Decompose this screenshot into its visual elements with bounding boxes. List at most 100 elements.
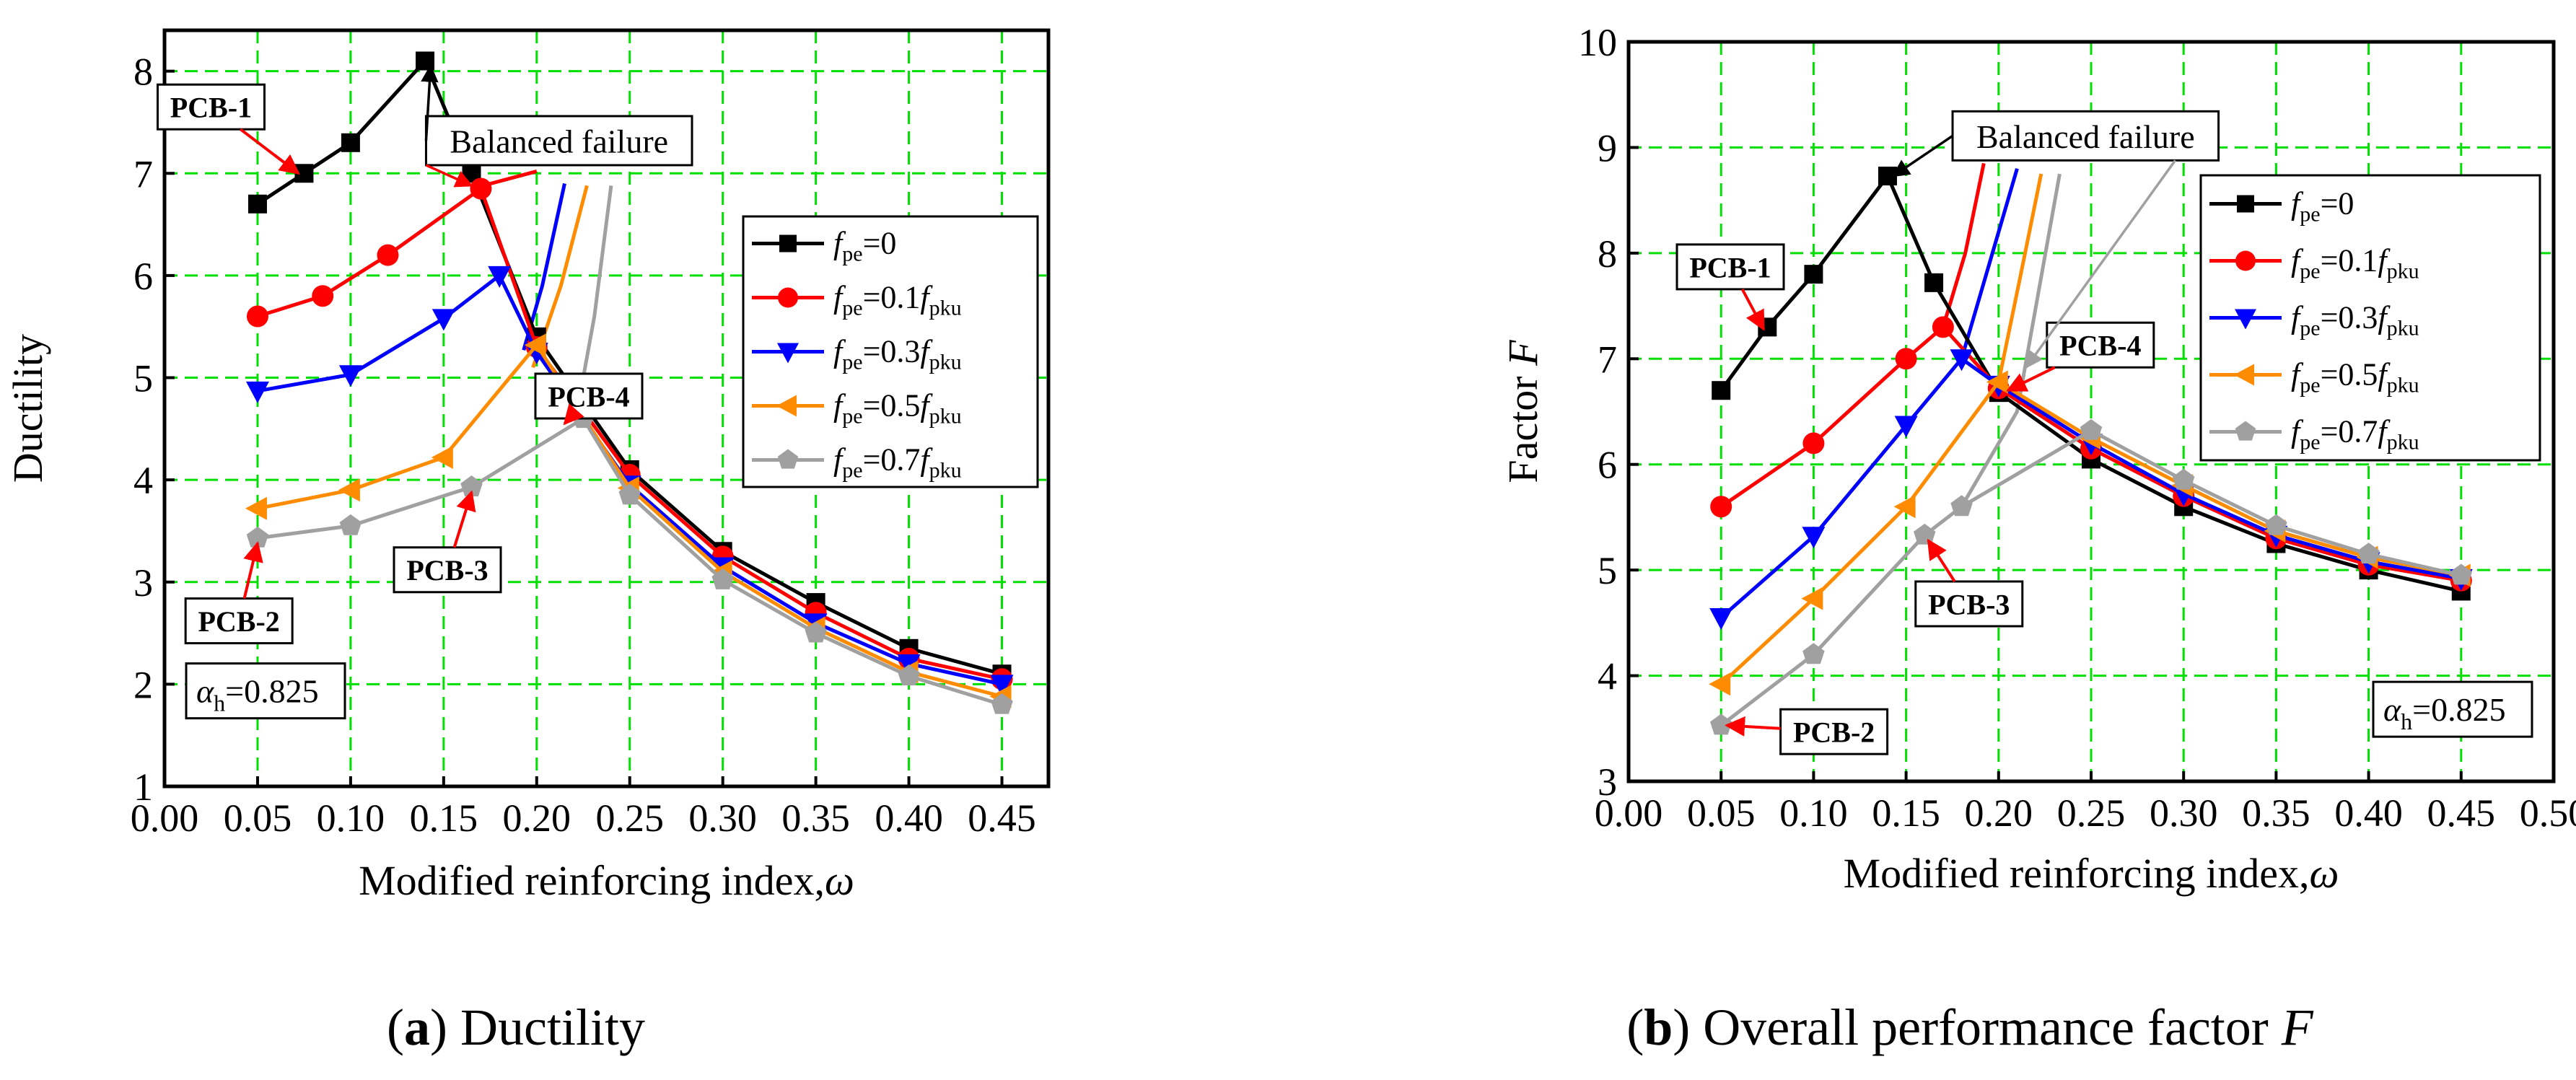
- chart-a-alpha-value: =0.825: [225, 673, 318, 710]
- chart-b-ylabel-text: Factor: [1499, 376, 1546, 483]
- chart-b-pcb-4-label: PCB-4: [2046, 321, 2155, 369]
- chart-b-data-point: [2172, 468, 2195, 490]
- chart-b-data-point: [1709, 672, 1731, 696]
- chart-b-ylabel-symbol: F: [1499, 340, 1546, 366]
- chart-a-xlabel-symbol: ω: [825, 857, 854, 904]
- chart-b-pcb-1-label-arrow: [1740, 288, 1765, 331]
- chart-b-ytick-label: 4: [1598, 655, 1617, 698]
- chart-b-xtick-label: 0.15: [1872, 791, 1940, 835]
- chart-b-legend-item: fpe=0.3fpku: [2209, 300, 2419, 341]
- chart-b-pcb-3-label-text: PCB-3: [1928, 588, 2010, 620]
- chart-b-xtick-label: 0.20: [1965, 791, 2033, 835]
- chart-b-pcb-2-label-box: [1779, 708, 1889, 755]
- chart-a-data-point: [338, 365, 362, 387]
- chart-b-balanced-curve: [1941, 162, 1986, 328]
- chart-b-data-point: [1709, 608, 1733, 631]
- chart-a-data-point: [341, 133, 360, 152]
- chart-a-pcb-3-label-arrow: [452, 490, 476, 548]
- chart-a-legend-sub2: pku: [929, 459, 962, 483]
- chart-b-legend-marker: [2234, 364, 2254, 386]
- chart-b-data-point: [1802, 527, 1826, 549]
- chart-b-ylabel-space: [1499, 366, 1546, 377]
- chart-b-legend-mid: =0.7: [2321, 414, 2378, 449]
- chart-b-legend-marker: [2235, 421, 2256, 441]
- chart-b-pcb-1-label-box: [1675, 243, 1785, 291]
- chart-a-data-point: [991, 693, 1013, 714]
- chart-b-ytick-label: 9: [1598, 126, 1617, 170]
- chart-b-legend-label: fpe=0.7fpku: [2291, 414, 2419, 455]
- chart-a-alpha-note-box: [185, 662, 346, 720]
- chart-b-legend-label: fpe=0.1fpku: [2291, 243, 2419, 284]
- chart-b-balanced-curve: [1997, 173, 2043, 383]
- chart-b-xlabel-text: Modified reinforcing index,: [1844, 850, 2310, 897]
- chart-b-legend-label: fpe=0.5fpku: [2291, 357, 2419, 398]
- chart-b-data-point: [2080, 418, 2103, 440]
- chart-a-legend-marker: [779, 234, 797, 253]
- chart-b-xlabel: Modified reinforcing index,ω: [1844, 850, 2339, 897]
- chart-a-pcb-2-label-text: PCB-2: [198, 605, 279, 638]
- chart-b-legend-mid: =0.3: [2321, 300, 2378, 335]
- chart-a-data-point: [431, 445, 453, 469]
- chart-a-legend-label: fpe=0.5fpku: [833, 388, 962, 429]
- chart-a-ytick-label: 3: [133, 561, 153, 605]
- chart-a-legend-sub1: pe: [842, 405, 862, 429]
- chart-a-legend-sub1: pe: [842, 242, 862, 266]
- chart-a-pcb-2-label-arrow: [242, 541, 263, 600]
- chart-a-legend-marker: [777, 449, 799, 469]
- ductility-chart: 0.00 0.05 0.10 0.15 0.20 0.25 0.30 0.35 0.40 0.45…: [4, 28, 1051, 904]
- chart-b-alpha-value: =0.825: [2412, 691, 2505, 728]
- chart-b-data-point: [1950, 495, 1973, 517]
- chart-b-data-point: [1924, 273, 1944, 292]
- chart-a-data-point: [312, 285, 334, 307]
- caption-b-symbol: F: [2281, 998, 2314, 1056]
- chart-b-alpha-note-box: [2372, 680, 2533, 738]
- chart-a-xtick-label: 0.35: [781, 796, 850, 840]
- chart-a-pcb-2-label: PCB-2: [184, 597, 294, 645]
- chart-b-legend-item: fpe=0.1fpku: [2209, 243, 2419, 284]
- chart-a-xtick-label: 0.10: [317, 796, 385, 840]
- chart-a-pcb-1-label-box: [156, 83, 266, 131]
- chart-a-ytick-label: 7: [133, 152, 153, 196]
- chart-a-pcb-2-label-box: [184, 597, 294, 645]
- chart-b-pcb-2-label-arrow: [1725, 716, 1781, 737]
- chart-b-xlabel-symbol: ω: [2309, 850, 2339, 897]
- chart-b-balanced-curve: [1960, 168, 2019, 359]
- chart-a-ytick-label: 4: [133, 459, 153, 502]
- chart-a-legend-label: fpe=0.3fpku: [833, 334, 962, 374]
- chart-a-pcb-3-label: PCB-3: [393, 546, 502, 594]
- chart-a-ytick-label: 5: [133, 357, 153, 400]
- chart-a-legend-label: fpe=0: [833, 226, 896, 266]
- chart-a-pcb-4-label-box: [534, 372, 644, 420]
- chart-b-data-point: [2265, 514, 2287, 535]
- chart-b-pcb-3-label: PCB-3: [1914, 580, 2024, 628]
- chart-b-ytick-label: 8: [1598, 232, 1617, 276]
- chart-b-data-point: [2357, 543, 2380, 564]
- chart-a-data-point: [339, 514, 362, 535]
- chart-a-alpha-sub: h: [214, 690, 225, 716]
- chart-b-pcb-4-label-arrow: [2006, 366, 2056, 392]
- chart-a-legend-mid: =0.3: [863, 334, 921, 369]
- chart-b-legend-mid: =0.5: [2321, 357, 2378, 392]
- chart-b-xtick-label: 0.00: [1595, 791, 1663, 835]
- chart-b-data-point: [1804, 265, 1823, 284]
- chart-b-balanced-failure-label: Balanced failure: [1951, 110, 2220, 162]
- chart-a-legend-sub2: pku: [929, 351, 962, 374]
- chart-b-legend-item: fpe=0.5fpku: [2209, 357, 2419, 398]
- chart-b-data-point: [1894, 416, 1918, 438]
- chart-b-ylabel: Factor F: [1499, 340, 1546, 483]
- chart-a-data-point: [618, 483, 641, 505]
- chart-a-legend-sub1: pe: [842, 351, 862, 374]
- chart-b-pcb-3-label-box: [1914, 580, 2024, 628]
- chart-b-xtick-label: 0.50: [2520, 791, 2576, 835]
- chart-b-balanced-curve: [1960, 173, 2062, 508]
- chart-a-data-point: [990, 675, 1014, 697]
- chart-a-xtick-label: 0.25: [595, 796, 664, 840]
- chart-a-legend-label: fpe=0.1fpku: [833, 280, 962, 320]
- chart-b-ytick-label: 7: [1598, 338, 1617, 381]
- chart-a-ytick-label: 8: [133, 51, 153, 94]
- chart-a-pcb-4-label: PCB-4: [534, 372, 644, 420]
- chart-b-legend-sub2: pku: [2387, 374, 2419, 398]
- chart-b-data-point: [1986, 370, 2008, 394]
- caption-b-text: Overall performance factor: [1703, 998, 2269, 1056]
- chart-b-legend-mid: =0: [2321, 186, 2354, 221]
